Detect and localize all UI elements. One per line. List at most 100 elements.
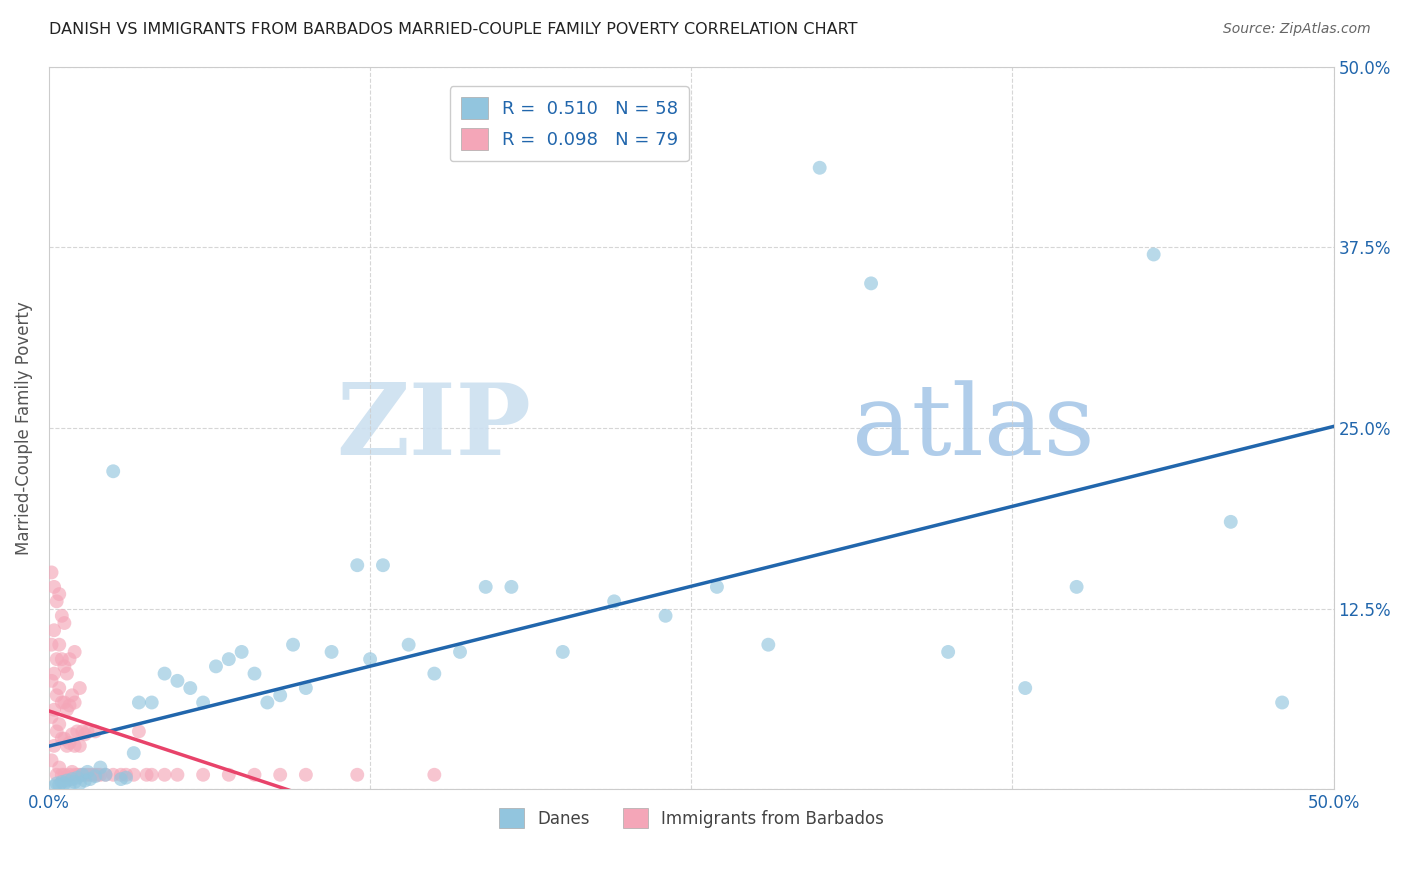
Point bbox=[42, 666, 65, 681]
Point bbox=[141, 696, 163, 710]
Point bbox=[321, 645, 343, 659]
Point bbox=[45, 768, 67, 782]
Point bbox=[42, 703, 65, 717]
Point bbox=[69, 681, 91, 695]
Point bbox=[128, 696, 150, 710]
Point bbox=[41, 753, 63, 767]
Point bbox=[48, 778, 70, 792]
Point bbox=[218, 652, 240, 666]
Point bbox=[115, 771, 138, 785]
Point bbox=[63, 696, 86, 710]
Point bbox=[84, 769, 107, 783]
Point bbox=[122, 768, 145, 782]
Point bbox=[41, 710, 63, 724]
Point bbox=[860, 277, 883, 291]
Point bbox=[94, 768, 117, 782]
Point bbox=[166, 768, 188, 782]
Point bbox=[45, 688, 67, 702]
Point bbox=[89, 760, 111, 774]
Point bbox=[84, 724, 107, 739]
Point bbox=[72, 768, 94, 782]
Point bbox=[60, 688, 83, 702]
Point bbox=[51, 731, 73, 746]
Point bbox=[122, 746, 145, 760]
Point bbox=[66, 771, 89, 785]
Point bbox=[103, 464, 125, 478]
Point bbox=[84, 768, 107, 782]
Point bbox=[398, 638, 420, 652]
Point bbox=[346, 768, 368, 782]
Point bbox=[48, 760, 70, 774]
Point bbox=[82, 768, 104, 782]
Point bbox=[72, 768, 94, 782]
Point bbox=[73, 727, 96, 741]
Point bbox=[58, 736, 80, 750]
Point bbox=[449, 645, 471, 659]
Point bbox=[56, 703, 79, 717]
Point bbox=[110, 772, 132, 786]
Point bbox=[295, 768, 318, 782]
Point bbox=[48, 717, 70, 731]
Point bbox=[48, 587, 70, 601]
Point bbox=[45, 652, 67, 666]
Point bbox=[69, 768, 91, 782]
Point bbox=[936, 645, 959, 659]
Point bbox=[53, 768, 76, 782]
Point bbox=[1066, 580, 1088, 594]
Point bbox=[41, 673, 63, 688]
Point bbox=[706, 580, 728, 594]
Point bbox=[501, 580, 523, 594]
Point bbox=[73, 768, 96, 782]
Point bbox=[60, 727, 83, 741]
Point bbox=[191, 768, 214, 782]
Point bbox=[51, 652, 73, 666]
Point bbox=[53, 696, 76, 710]
Point bbox=[56, 739, 79, 753]
Point bbox=[76, 764, 98, 779]
Point bbox=[281, 638, 304, 652]
Point bbox=[79, 768, 101, 782]
Point bbox=[48, 681, 70, 695]
Point bbox=[51, 775, 73, 789]
Point bbox=[141, 768, 163, 782]
Point bbox=[153, 666, 176, 681]
Point bbox=[60, 772, 83, 786]
Point bbox=[191, 696, 214, 710]
Point bbox=[56, 773, 79, 788]
Point bbox=[42, 780, 65, 794]
Point bbox=[51, 608, 73, 623]
Point bbox=[269, 688, 291, 702]
Point bbox=[53, 776, 76, 790]
Point bbox=[42, 580, 65, 594]
Point bbox=[56, 771, 79, 785]
Point bbox=[42, 624, 65, 638]
Point bbox=[58, 652, 80, 666]
Point bbox=[72, 724, 94, 739]
Point bbox=[654, 608, 676, 623]
Point bbox=[243, 768, 266, 782]
Point bbox=[41, 638, 63, 652]
Point bbox=[371, 558, 394, 573]
Point bbox=[423, 768, 446, 782]
Point bbox=[808, 161, 831, 175]
Point bbox=[45, 776, 67, 790]
Point bbox=[58, 768, 80, 782]
Point bbox=[53, 615, 76, 630]
Point bbox=[269, 768, 291, 782]
Point bbox=[218, 768, 240, 782]
Point bbox=[51, 696, 73, 710]
Point bbox=[45, 724, 67, 739]
Point bbox=[63, 768, 86, 782]
Point bbox=[551, 645, 574, 659]
Point bbox=[63, 775, 86, 789]
Point bbox=[295, 681, 318, 695]
Y-axis label: Married-Couple Family Poverty: Married-Couple Family Poverty bbox=[15, 301, 32, 555]
Point bbox=[94, 768, 117, 782]
Point bbox=[231, 645, 253, 659]
Point bbox=[1271, 696, 1294, 710]
Point bbox=[243, 666, 266, 681]
Point bbox=[603, 594, 626, 608]
Point bbox=[423, 666, 446, 681]
Point bbox=[58, 698, 80, 713]
Point bbox=[205, 659, 228, 673]
